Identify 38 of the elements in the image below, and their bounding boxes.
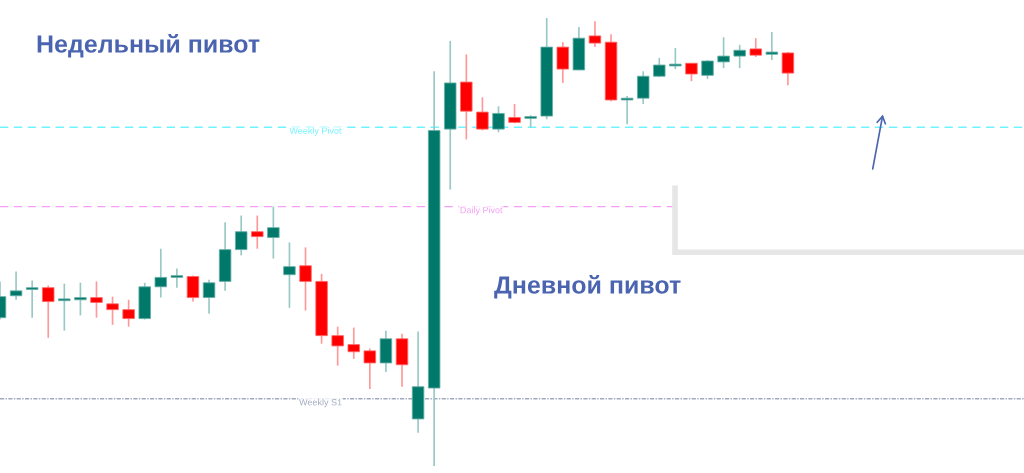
candlestick bbox=[781, 51, 795, 87]
ref-line-label: Weekly Pivot bbox=[289, 127, 342, 136]
candlestick bbox=[556, 41, 570, 84]
candlestick bbox=[283, 241, 296, 309]
candlestick bbox=[765, 31, 779, 61]
candlestick bbox=[636, 70, 650, 105]
candlestick bbox=[90, 280, 103, 319]
candlestick bbox=[74, 281, 87, 317]
candlestick bbox=[170, 267, 184, 289]
annotation: Дневной пивот bbox=[494, 275, 681, 299]
candlestick bbox=[701, 59, 714, 80]
ref-line-label: Weekly S1 bbox=[299, 398, 342, 408]
candlestick bbox=[588, 20, 602, 48]
candlestick bbox=[347, 326, 360, 360]
candlestick bbox=[299, 246, 312, 312]
candlestick bbox=[331, 325, 344, 367]
candlestick bbox=[749, 37, 762, 58]
candlestick bbox=[122, 298, 135, 328]
annotation: Недельный пивот bbox=[37, 34, 260, 58]
candlestick bbox=[717, 36, 730, 70]
candlestick bbox=[9, 270, 23, 301]
candlestick bbox=[42, 284, 55, 339]
candlestick bbox=[234, 214, 248, 257]
candlestick bbox=[25, 279, 39, 319]
candlestick bbox=[58, 282, 71, 332]
candlestick bbox=[492, 105, 505, 134]
candlestick bbox=[620, 95, 634, 126]
candlestick bbox=[202, 278, 216, 315]
candlestick bbox=[476, 96, 489, 132]
candlestick bbox=[251, 214, 264, 250]
candlestick bbox=[267, 205, 280, 260]
candlestick bbox=[186, 274, 200, 303]
candlestick bbox=[669, 47, 682, 70]
ref-line-label: Daily Pivot bbox=[460, 206, 503, 216]
candlestick bbox=[363, 347, 377, 390]
candlestick bbox=[106, 295, 119, 326]
candlestick bbox=[733, 44, 746, 70]
candlestick bbox=[154, 247, 168, 299]
